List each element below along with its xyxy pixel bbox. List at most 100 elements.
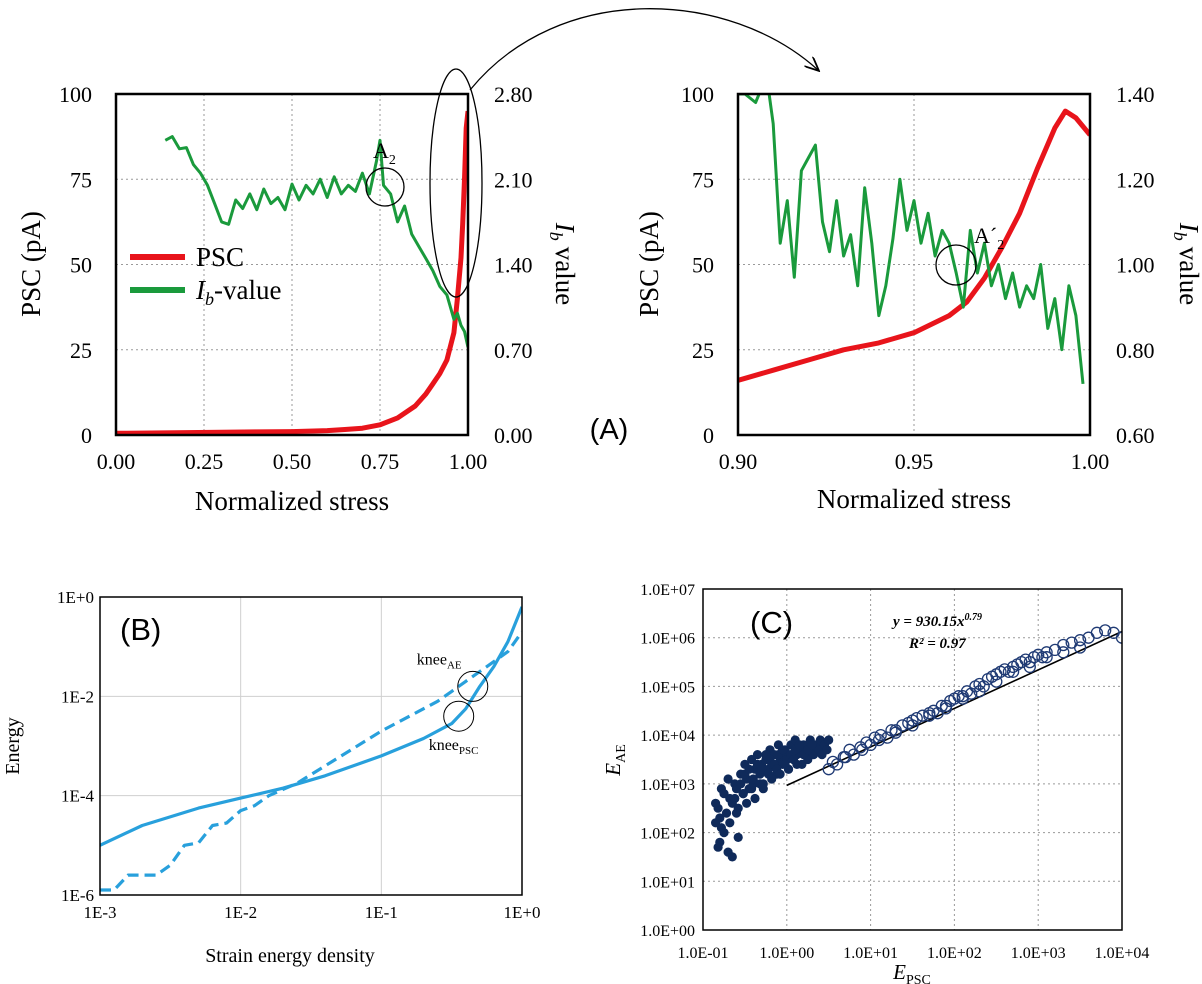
filled-point	[767, 774, 777, 784]
fit-eq-exponent: 0.79	[964, 612, 982, 623]
y-tick-label: 1E-2	[61, 687, 94, 706]
filled-point	[744, 764, 754, 774]
panel-b-label: (B)	[120, 612, 161, 647]
open-point	[872, 733, 886, 747]
filled-point	[747, 784, 757, 794]
y-tick-label-right: 1.40	[494, 253, 533, 278]
panel-b-y-label: Energy	[2, 717, 24, 774]
knee-label-text: knee	[429, 737, 459, 754]
panel-a-left-frame	[114, 92, 470, 437]
panel-b: 1E-3 1E-2 1E-1 1E+0 1E-6 1E-4 1E-2 1E+0 Strain…	[2, 588, 540, 967]
ib-italic-r: I	[1174, 222, 1202, 234]
x-tick-label: 1E-1	[365, 903, 398, 922]
y-tick-label: 1.0E+07	[640, 582, 695, 599]
panel-a-left-y-ticks-left: 0 25 50 75 100	[59, 82, 92, 448]
panel-a-right-y-label-right: Ib value	[1170, 222, 1202, 305]
panel-b-x-ticks: 1E-3 1E-2 1E-1 1E+0	[83, 903, 540, 922]
filled-point	[750, 793, 760, 804]
a2-text: A	[373, 138, 389, 163]
panel-c-label: (C)	[750, 605, 793, 640]
x-tick-label: 0.00	[97, 449, 136, 474]
a2-prime-text: A´	[974, 223, 997, 248]
filled-point	[742, 798, 752, 808]
knee-label: kneeAE	[417, 651, 462, 671]
panel-a-left: 0.00 0.25 0.50 0.75 1.00 0 25 50 75 100 0.00 0.70…	[16, 68, 580, 516]
a2-sub: 2	[389, 153, 396, 168]
panel-a-left-x-ticks: 0.00 0.25 0.50 0.75 1.00	[97, 449, 488, 474]
open-point	[956, 690, 969, 703]
knee-circle	[443, 700, 475, 732]
filled-point	[713, 842, 723, 852]
open-point	[965, 687, 978, 700]
open-point	[1006, 665, 1020, 678]
x-tick-label: 1.0E+03	[1011, 945, 1066, 962]
x-tick-label: 1.0E+00	[759, 945, 814, 962]
knee-label-sub: PSC	[459, 745, 479, 757]
open-point	[1023, 660, 1036, 674]
x-tick-label: 1E-3	[83, 903, 116, 922]
panel-a-left-y-label-left: PSC (pA)	[16, 211, 46, 317]
fit-r2: R² = 0.97	[908, 636, 966, 652]
y-tick-label-right: 0.00	[494, 423, 533, 448]
y-tick-label-right: 1.40	[1116, 82, 1155, 107]
panel-a-right-plot	[738, 94, 1090, 385]
panel-c-y-ticks: 1.0E+00 1.0E+01 1.0E+02 1.0E+03 1.0E+04 1.0E+…	[640, 582, 695, 940]
panel-b-x-label: Strain energy density	[205, 945, 375, 967]
a2-circle	[365, 167, 405, 207]
x-tick-label: 1E+0	[504, 903, 541, 922]
filled-point	[719, 789, 729, 799]
c-xlabel-main: E	[892, 960, 906, 984]
open-point	[1057, 638, 1070, 652]
solid-energy-line	[100, 606, 522, 847]
panel-a-right-y-ticks-right: 0.60 0.80 1.00 1.20 1.40	[1116, 82, 1155, 448]
panel-c-x-ticks: 1.0E-01 1.0E+00 1.0E+01 1.0E+02 1.0E+03 1.0E+…	[677, 945, 1149, 962]
y-tick-label-right: 1.00	[1116, 253, 1155, 278]
a2-prime-circle	[935, 244, 977, 286]
panel-a-right-grid	[738, 94, 1090, 435]
filled-point	[730, 793, 740, 804]
x-tick-label: 1.0E+01	[843, 945, 898, 962]
filled-point	[752, 750, 763, 760]
filled-point	[716, 823, 727, 833]
y-tick-label-left: 75	[70, 167, 92, 192]
panel-a-left-grid	[116, 94, 468, 435]
ib-series-line	[738, 94, 1085, 385]
panel-a-right-y-label-left: PSC (pA)	[634, 211, 664, 317]
filled-point	[824, 735, 834, 745]
filled-point	[783, 764, 794, 774]
open-point	[1099, 624, 1112, 637]
y-tick-label: 1.0E+01	[640, 874, 695, 891]
zoom-ellipse	[429, 68, 483, 298]
filled-point	[822, 745, 832, 755]
panel-a-right-x-label: Normalized stress	[817, 484, 1011, 514]
panel-a-right-y-ticks-left: 0 25 50 75 100	[681, 82, 714, 448]
panel-c-x-label: EPSC	[892, 960, 931, 984]
open-point	[939, 699, 953, 713]
x-tick-label: 0.90	[719, 449, 758, 474]
legend-ib-italic: I	[195, 275, 207, 305]
filled-point	[778, 745, 788, 755]
legend-ib-rest: -value	[214, 275, 281, 305]
ib-sub-r: b	[1170, 232, 1190, 241]
x-tick-label: 1.00	[1071, 449, 1110, 474]
filled-point	[794, 740, 805, 750]
filled-point	[775, 769, 785, 779]
ib-value-word-r: value	[1174, 247, 1202, 305]
c-ylabel-main: E	[601, 763, 625, 777]
y-tick-label: 1E-4	[61, 787, 95, 806]
open-point	[1040, 651, 1053, 664]
c-ylabel-sub: AE	[614, 744, 629, 763]
y-tick-label-right: 1.20	[1116, 167, 1155, 192]
legend-ib-label: Ib-value	[195, 275, 281, 309]
filled-point	[727, 852, 737, 862]
panel-c-frame	[702, 588, 1123, 931]
panel-a-right-frame	[736, 92, 1092, 437]
open-point	[839, 750, 852, 764]
dashed-energy-line	[100, 630, 522, 892]
a2-prime-sub: 2	[997, 238, 1004, 253]
knee-label-sub: AE	[447, 659, 462, 671]
filled-point	[725, 818, 735, 828]
legend-ib-sub: b	[205, 289, 214, 309]
y-tick-label-left: 25	[70, 338, 92, 363]
